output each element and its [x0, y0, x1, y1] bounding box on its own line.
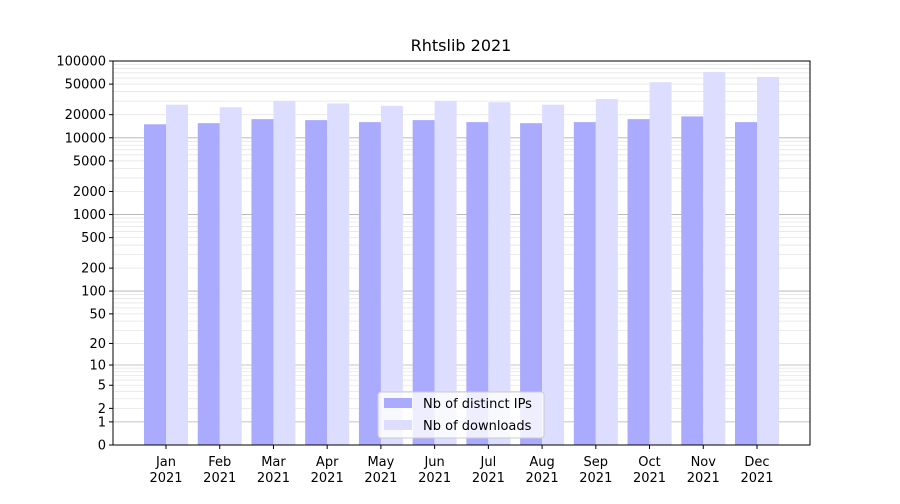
bar-distinct-ips — [412, 120, 435, 445]
y-tick-label: 2 — [98, 402, 106, 417]
legend-label-ips: Nb of distinct IPs — [423, 397, 532, 412]
x-tick-label-month: Aug — [529, 455, 554, 470]
bar-downloads — [327, 103, 350, 445]
y-tick-label: 500 — [81, 231, 106, 246]
bar-downloads — [757, 76, 779, 446]
x-tick-label-year: 2021 — [633, 471, 666, 486]
bar-distinct-ips — [681, 116, 704, 445]
y-tick-label: 2000 — [73, 185, 106, 200]
x-tick-label-year: 2021 — [149, 471, 182, 486]
x-tick-label-month: Dec — [744, 455, 769, 470]
y-tick-label: 20000 — [65, 108, 106, 123]
bar-distinct-ips — [197, 123, 220, 445]
x-tick-label-year: 2021 — [257, 471, 290, 486]
x-tick-label-month: Mar — [261, 455, 286, 470]
x-tick-label-year: 2021 — [526, 471, 559, 486]
y-tick-label: 0 — [98, 439, 106, 454]
bar-distinct-ips — [305, 120, 328, 445]
x-tick-label-year: 2021 — [579, 471, 612, 486]
bar-downloads — [434, 101, 457, 445]
y-tick-label: 200 — [81, 262, 106, 277]
y-tick-label: 20 — [89, 337, 106, 352]
bar-downloads — [380, 105, 403, 445]
x-tick-label-month: Jun — [423, 455, 444, 470]
bar-downloads — [703, 71, 726, 445]
bar-downloads — [488, 102, 511, 445]
y-tick-label: 100000 — [56, 55, 106, 70]
y-tick-label: 10000 — [65, 131, 106, 146]
x-tick-label-year: 2021 — [472, 471, 505, 486]
x-tick-label-month: Jul — [480, 455, 497, 470]
bar-distinct-ips — [573, 122, 596, 446]
bar-downloads — [219, 107, 242, 445]
bar-distinct-ips — [358, 122, 381, 446]
x-tick-label-month: Nov — [691, 455, 717, 470]
y-axis: 0 12 5 10 20 50 100 200 500 1000 2000 5000 10000 2000… — [56, 55, 113, 454]
y-tick-label: 1000 — [73, 208, 106, 223]
bar-downloads — [649, 82, 672, 446]
x-tick-label-month: Jan — [155, 455, 176, 470]
chart-title: Rhtslib 2021 — [411, 36, 512, 55]
legend-swatch-downloads — [384, 420, 412, 430]
x-tick-label-year: 2021 — [311, 471, 344, 486]
bar-downloads — [273, 101, 296, 445]
x-tick-label-year: 2021 — [203, 471, 236, 486]
x-tick-label-month: Apr — [316, 455, 339, 470]
x-axis: Jan2021Feb2021Mar2021Apr2021May2021Jun20… — [149, 445, 774, 486]
y-tick-label: 50000 — [65, 78, 106, 93]
legend-swatch-ips — [384, 398, 412, 408]
x-tick-label-year: 2021 — [687, 471, 720, 486]
bars-layer — [144, 71, 779, 446]
x-tick-label-month: May — [367, 455, 394, 470]
y-tick-label: 100 — [81, 285, 106, 300]
x-tick-label-month: Sep — [584, 455, 609, 470]
bar-distinct-ips — [520, 123, 543, 445]
y-tick-label: 5 — [98, 379, 106, 394]
bar-distinct-ips — [466, 122, 489, 446]
x-tick-label-year: 2021 — [740, 471, 773, 486]
x-tick-label-year: 2021 — [364, 471, 397, 486]
y-tick-label: 50 — [89, 307, 106, 322]
y-tick-label: 5000 — [73, 154, 106, 169]
legend-box — [377, 391, 545, 439]
bar-distinct-ips — [627, 119, 650, 445]
y-tick-label: 10 — [89, 359, 106, 374]
x-tick-label-year: 2021 — [418, 471, 451, 486]
legend-label-downloads: Nb of downloads — [423, 419, 532, 434]
legend: Nb of distinct IPs Nb of downloads — [377, 391, 545, 439]
y-tick-label: 1 — [98, 415, 106, 430]
bar-downloads — [166, 104, 188, 446]
bar-distinct-ips — [144, 124, 166, 446]
bar-downloads — [542, 104, 565, 446]
bar-distinct-ips — [251, 119, 274, 445]
x-tick-label-month: Oct — [638, 455, 660, 470]
bar-distinct-ips — [735, 122, 757, 446]
x-tick-label-month: Feb — [208, 455, 231, 470]
bar-downloads — [595, 99, 618, 446]
plot-frame — [112, 60, 811, 446]
